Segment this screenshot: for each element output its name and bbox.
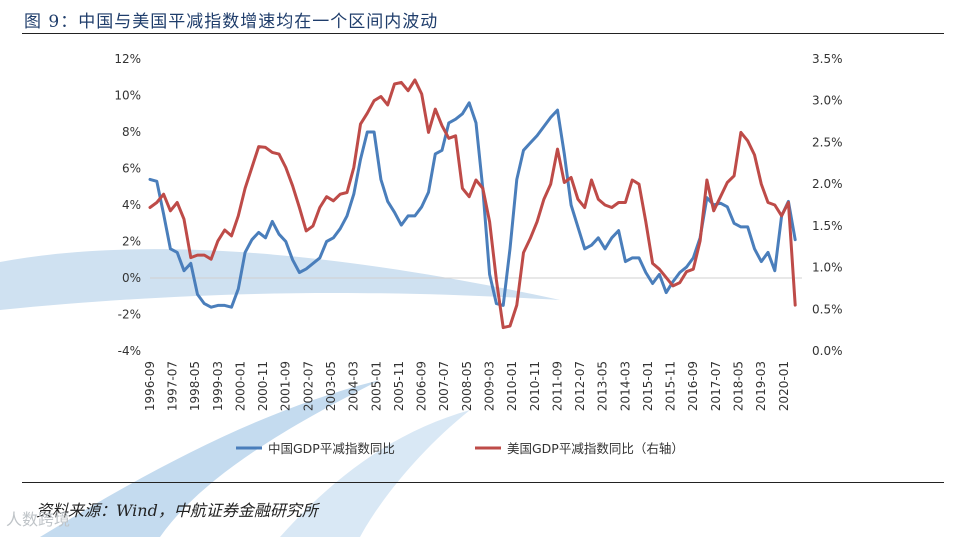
x-tick-label: 2017-07 (709, 361, 723, 411)
decor-swoosh-left (0, 249, 560, 310)
x-tick-label: 2010-11 (528, 361, 542, 411)
x-tick-label: 2003-05 (324, 361, 338, 411)
x-tick-label: 1997-07 (166, 361, 180, 411)
x-tick-label: 2000-01 (233, 361, 247, 411)
x-tick-label: 2016-09 (686, 361, 700, 411)
x-tick-label: 2012-07 (573, 361, 587, 411)
y-left-tick-label: 6% (122, 162, 141, 176)
decor-swoosh-bottom (40, 380, 380, 537)
y-right-tick-label: 2.0% (812, 177, 843, 191)
x-axis: 1996-09 1997-07 1998-05 1999-03 2000-01 2000-… (143, 277, 802, 411)
x-tick-label: 2020-01 (777, 361, 791, 411)
y-left-tick-label: -2% (118, 308, 141, 322)
y-left-tick-label: -4% (118, 344, 141, 358)
x-tick-label: 2014-03 (618, 361, 632, 411)
y-left-tick-label: 0% (122, 271, 141, 285)
y-right-tick-label: 0.5% (812, 302, 843, 316)
y-left-tick-label: 12% (114, 52, 141, 66)
x-tick-label: 1999-03 (211, 361, 225, 411)
y-right-tick-label: 1.5% (812, 219, 843, 233)
y-left-tick-label: 4% (122, 198, 141, 212)
x-tick-label: 2013-05 (596, 361, 610, 411)
y-left-tick-label: 8% (122, 125, 141, 139)
x-tick-label: 2011-09 (550, 361, 564, 411)
x-tick-label: 2009-03 (482, 361, 496, 411)
x-tick-label: 2000-11 (256, 361, 270, 411)
x-tick-label: 2005-11 (392, 361, 406, 411)
x-tick-label: 1998-05 (188, 361, 202, 411)
x-tick-label: 2002-07 (301, 361, 315, 411)
watermark: 人数跨境 (6, 510, 71, 529)
x-tick-label: 1996-09 (143, 361, 157, 411)
source-note: 资料来源：Wind，中航证券金融研究所 (36, 501, 318, 520)
y-right-tick-label: 2.5% (812, 135, 843, 149)
x-tick-label: 2007-07 (437, 361, 451, 411)
legend-label-us: 美国GDP平减指数同比（右轴） (507, 441, 684, 456)
legend-label-china: 中国GDP平减指数同比 (268, 441, 395, 456)
figure-title: 图 9：中国与美国平减指数增速均在一个区间内波动 (24, 12, 439, 32)
x-tick-label: 2015-01 (641, 361, 655, 411)
x-tick-label: 2018-05 (732, 361, 746, 411)
x-tick-label: 2004-03 (347, 361, 361, 411)
y-left-tick-label: 2% (122, 235, 141, 249)
series-group (148, 78, 797, 330)
y-right-tick-label: 0.0% (812, 344, 843, 358)
x-tick-label: 2019-03 (754, 361, 768, 411)
x-tick-label: 2015-11 (664, 361, 678, 411)
y-right-tick-label: 3.5% (812, 52, 843, 66)
y-right-tick-label: 3.0% (812, 94, 843, 108)
series-line-china (148, 101, 797, 309)
x-tick-label: 2006-09 (415, 361, 429, 411)
bottom-rule (22, 482, 944, 483)
x-tick-label: 2005-01 (369, 361, 383, 411)
decor-swoosh-bottom-2 (280, 410, 470, 537)
y-right-tick-label: 1.0% (812, 261, 843, 275)
x-tick-label: 2001-09 (279, 361, 293, 411)
right-axis: 3.5% 3.0% 2.5% 2.0% 1.5% 1.0% 0.5% 0.0% (812, 52, 843, 358)
x-tick-label: 2008-05 (460, 361, 474, 411)
legend: 中国GDP平减指数同比 美国GDP平减指数同比（右轴） (236, 441, 684, 456)
x-tick-label: 2010-01 (505, 361, 519, 411)
series-line-us (148, 78, 797, 330)
y-left-tick-label: 10% (114, 89, 141, 103)
left-axis: 12% 10% 8% 6% 4% 2% 0% -2% -4% (114, 52, 141, 358)
top-rule (22, 33, 944, 34)
